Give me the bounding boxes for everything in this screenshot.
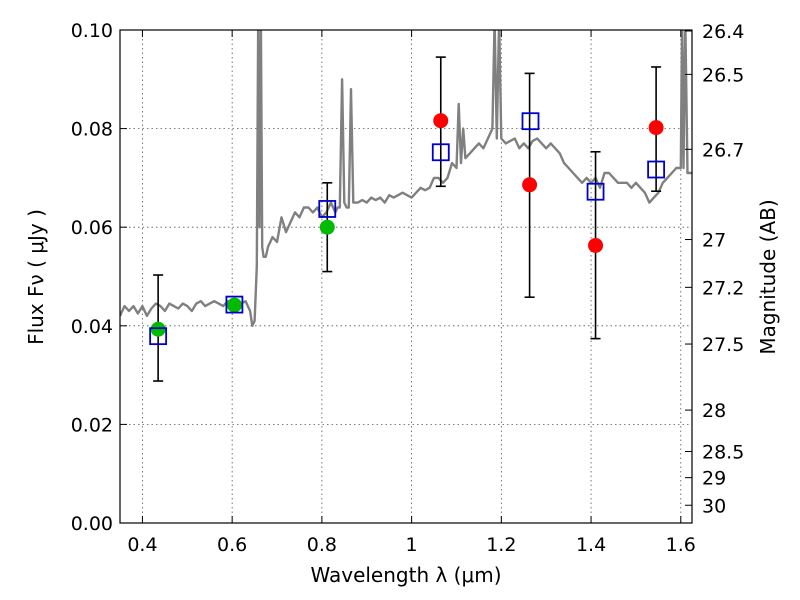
right-y-tick-label: 27: [702, 230, 726, 252]
right-y-tick-label: 29: [702, 468, 726, 490]
marker-layer: [149, 112, 666, 346]
data-point-circle: [433, 113, 449, 129]
right-y-tick-label: 26.7: [702, 139, 744, 161]
x-axis-label: Wavelength λ (μm): [310, 563, 501, 587]
data-point-square: [586, 182, 605, 201]
y-tick-label: 0.08: [71, 119, 113, 141]
right-y-tick-label: 27.2: [702, 277, 744, 299]
right-y-tick-label: 28: [702, 400, 726, 422]
right-y-tick-label: 26.5: [702, 64, 744, 86]
plot-frame: [119, 29, 693, 524]
tick-layer: 0.4 0.6 0.8 1 1.2 1.4 1.6 0.00 0.02 0.04 0.06 0.08 0…: [71, 20, 745, 556]
x-tick-label: 1.2: [486, 534, 516, 556]
data-point-circle: [648, 120, 664, 136]
spectrum-line: [120, 30, 692, 327]
y-axis-label: Flux Fν ( μJy ): [24, 209, 48, 345]
x-tick-label: 0.6: [217, 534, 247, 556]
x-tick-label: 0.4: [127, 534, 157, 556]
spectrum-layer: [120, 30, 692, 327]
y-axis-right-label: Magnitude (AB): [756, 199, 780, 354]
right-y-tick-label: 28.5: [702, 442, 744, 464]
right-y-tick-label: 27.5: [702, 334, 744, 356]
data-point-square: [225, 295, 244, 314]
data-point-circle: [319, 219, 335, 235]
right-y-tick-label: 26.4: [702, 21, 744, 43]
x-tick-label: 1: [406, 534, 418, 556]
data-point-square: [431, 143, 450, 162]
data-point-circle: [226, 297, 242, 313]
data-point-square: [149, 327, 168, 346]
data-point-circle: [588, 237, 604, 253]
y-tick-label: 0.00: [71, 513, 113, 535]
x-tick-label: 0.8: [307, 534, 337, 556]
grid-layer: [120, 29, 692, 524]
y-tick-label: 0.06: [71, 217, 113, 239]
data-point-circle: [522, 177, 538, 193]
right-y-tick-label: 30: [702, 495, 726, 517]
data-point-square: [521, 112, 540, 131]
data-point-circle: [150, 321, 166, 337]
data-point-square: [647, 160, 666, 179]
x-tick-label: 1.4: [576, 534, 606, 556]
data-point-square: [318, 200, 337, 218]
y-tick-label: 0.02: [71, 414, 113, 436]
y-tick-label: 0.04: [71, 316, 113, 338]
x-tick-label: 1.6: [666, 534, 696, 556]
y-tick-label: 0.10: [71, 20, 113, 42]
errorbar-layer: [153, 56, 662, 382]
